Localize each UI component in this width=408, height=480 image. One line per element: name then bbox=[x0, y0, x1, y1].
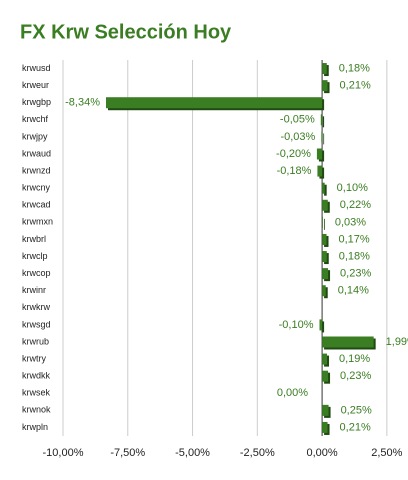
value-label: -0,05% bbox=[280, 114, 315, 126]
bar bbox=[322, 421, 328, 433]
x-tick-label: -2,50% bbox=[240, 447, 275, 459]
value-label: 0,23% bbox=[340, 370, 371, 382]
y-tick-label: krwusd bbox=[22, 63, 51, 73]
y-tick-label: krwclp bbox=[22, 251, 48, 261]
value-label: -0,10% bbox=[279, 319, 314, 331]
y-tick-label: krwinr bbox=[22, 285, 46, 295]
y-tick-label: krwkrw bbox=[22, 302, 50, 312]
y-tick-label: krwmxn bbox=[22, 217, 53, 227]
value-label: 0,19% bbox=[339, 353, 370, 365]
value-label: -0,20% bbox=[276, 148, 311, 160]
value-label: 0,10% bbox=[337, 182, 368, 194]
y-tick-label: krwcop bbox=[22, 268, 51, 278]
value-label: -0,03% bbox=[280, 131, 315, 143]
bar bbox=[322, 199, 328, 211]
bar bbox=[322, 63, 327, 75]
bar-shadow bbox=[322, 116, 325, 128]
y-tick-label: krwchf bbox=[22, 114, 49, 124]
x-tick-label: 2,50% bbox=[371, 447, 402, 459]
bar-shadow bbox=[321, 321, 325, 333]
bar bbox=[316, 148, 323, 160]
bar bbox=[322, 80, 328, 92]
x-tick-label: -7,50% bbox=[110, 447, 145, 459]
y-tick-label: krwnzd bbox=[22, 165, 51, 175]
chart-title: FX Krw Selección Hoy bbox=[20, 21, 232, 43]
bar bbox=[106, 97, 323, 109]
y-tick-label: krwaud bbox=[22, 148, 51, 158]
value-label: 0,00% bbox=[277, 387, 308, 399]
bar bbox=[322, 182, 325, 194]
bar bbox=[322, 404, 329, 416]
bar bbox=[322, 285, 326, 297]
value-label: 0,14% bbox=[338, 285, 369, 297]
x-tick-label: -5,00% bbox=[175, 447, 210, 459]
bar bbox=[322, 268, 329, 280]
value-label: 0,17% bbox=[338, 233, 369, 245]
bar bbox=[322, 336, 374, 348]
value-label: 0,25% bbox=[341, 404, 372, 416]
value-label: -8,34% bbox=[65, 97, 100, 109]
y-tick-label: krwgbp bbox=[22, 97, 51, 107]
value-label: 0,23% bbox=[340, 268, 371, 280]
bar bbox=[322, 353, 328, 365]
y-tick-label: krwtry bbox=[22, 353, 46, 363]
bar bbox=[317, 165, 323, 177]
value-label: 0,21% bbox=[340, 80, 371, 92]
y-tick-label: krwcad bbox=[22, 200, 51, 210]
y-tick-label: krwbrl bbox=[22, 234, 46, 244]
y-tick-label: krwdkk bbox=[22, 371, 51, 381]
y-tick-label: krweur bbox=[22, 80, 49, 90]
value-label: 0,03% bbox=[335, 216, 366, 228]
bar bbox=[321, 131, 323, 143]
value-label: 0,22% bbox=[340, 199, 371, 211]
value-label: 0,21% bbox=[340, 421, 371, 433]
y-tick-label: krwrub bbox=[22, 336, 49, 346]
x-tick-label: 0,00% bbox=[306, 447, 337, 459]
bar bbox=[322, 370, 329, 382]
value-label: 1,99% bbox=[386, 336, 408, 348]
bar bbox=[322, 233, 327, 245]
bar bbox=[322, 216, 323, 228]
value-label: 0,18% bbox=[339, 62, 370, 74]
x-tick-label: -10,00% bbox=[43, 447, 84, 459]
bar bbox=[319, 319, 323, 331]
y-tick-label: krwpln bbox=[22, 422, 48, 432]
bar-shadow bbox=[324, 287, 328, 299]
bar-shadow bbox=[324, 184, 327, 196]
y-tick-label: krwsek bbox=[22, 388, 51, 398]
value-label: 0,18% bbox=[339, 250, 370, 262]
y-tick-label: krwcny bbox=[22, 183, 51, 193]
value-label: -0,18% bbox=[277, 165, 312, 177]
bar bbox=[322, 251, 327, 263]
y-tick-label: krwjpy bbox=[22, 131, 48, 141]
bar-shadow bbox=[324, 218, 325, 230]
bar bbox=[320, 114, 323, 126]
bar-shadow bbox=[323, 133, 325, 145]
y-tick-label: krwsgd bbox=[22, 319, 51, 329]
y-tick-label: krwnok bbox=[22, 405, 51, 415]
